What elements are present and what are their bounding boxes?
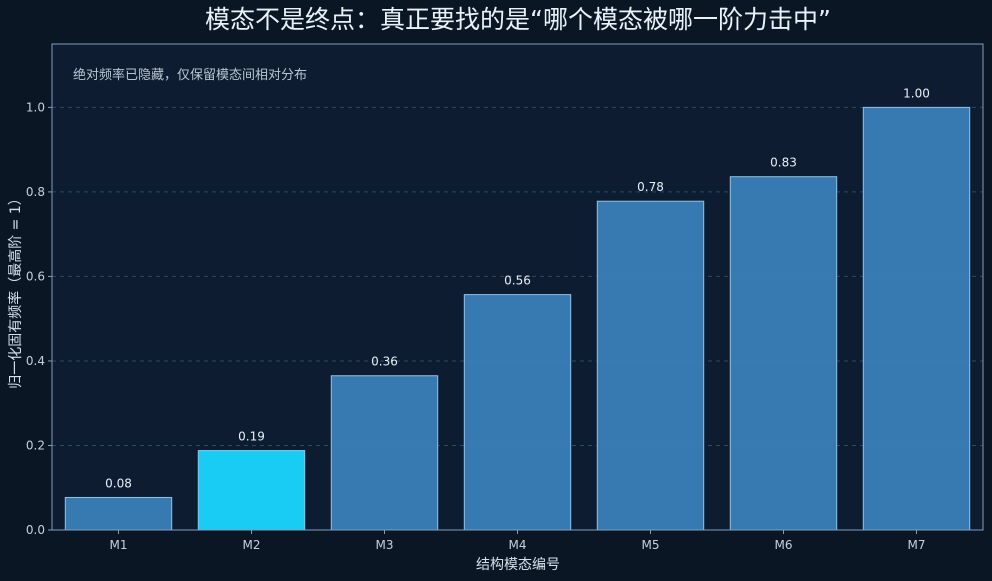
x-tick-label: M5 <box>642 538 660 552</box>
bar-m2 <box>197 450 306 531</box>
data-label-m3: 0.36 <box>371 355 398 369</box>
y-tick-label: 0.6 <box>26 269 45 283</box>
x-tick-label: M6 <box>775 538 793 552</box>
x-tick-label: M1 <box>110 538 128 552</box>
x-tick-label: M4 <box>509 538 527 552</box>
x-tick-label: M2 <box>243 538 261 552</box>
y-tick-label: 0.4 <box>26 354 45 368</box>
x-axis-label: 结构模态编号 <box>476 557 560 573</box>
bar-m4 <box>463 294 572 531</box>
x-axis-ticks: M1 M2 M3 M4 M5 M6 M7 <box>110 530 926 552</box>
bar-m1 <box>64 496 173 531</box>
chart-annotation: 绝对频率已隐藏，仅保留模态间相对分布 <box>73 67 307 83</box>
y-axis-label: 归一化固有频率（最高阶 = 1） <box>7 191 24 389</box>
y-tick-label: 1.0 <box>26 100 45 114</box>
y-tick-label: 0.8 <box>26 185 45 199</box>
data-label-m6: 0.83 <box>770 156 797 170</box>
x-tick-label: M7 <box>908 538 926 552</box>
plot-frame <box>51 43 984 531</box>
data-labels: 0.08 0.19 0.36 0.56 0.78 0.83 1.00 <box>105 86 930 490</box>
chart-title: 模态不是终点：真正要找的是“哪个模态被哪一阶力击中” <box>205 5 831 34</box>
bar-m3 <box>330 375 439 531</box>
y-tick-label: 0.2 <box>26 438 45 452</box>
bar-m7 <box>862 106 971 531</box>
data-label-m5: 0.78 <box>637 180 664 194</box>
y-axis-ticks: 0.0 0.2 0.4 0.6 0.8 1.0 <box>26 100 52 537</box>
data-label-m1: 0.08 <box>105 476 132 490</box>
bar-m5 <box>596 200 705 531</box>
data-label-m2: 0.19 <box>238 430 265 444</box>
y-tick-label: 0.0 <box>26 523 45 537</box>
bar-m6 <box>729 176 838 531</box>
bars <box>64 106 971 531</box>
data-label-m4: 0.56 <box>504 274 531 288</box>
x-tick-label: M3 <box>376 538 394 552</box>
data-label-m7: 1.00 <box>903 86 930 100</box>
